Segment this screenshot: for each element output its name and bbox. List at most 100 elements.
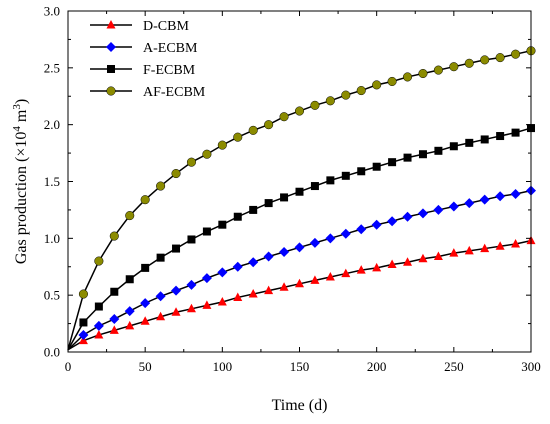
triangle-marker [248,289,258,298]
square-marker [249,205,258,214]
diamond-marker [186,279,197,290]
diamond-marker [155,291,166,302]
triangle-marker [202,300,212,309]
circle-marker [402,72,413,82]
triangle-marker [480,243,490,253]
y-tick-label: 1.0 [44,231,60,246]
y-axis-title-exponent-2: 3 [11,104,23,110]
x-tick-label: 0 [65,359,72,374]
legend-label: A-ECBM [143,41,198,56]
plot-area-frame [67,10,532,353]
circle-marker [140,195,150,205]
y-tick-label: 1.5 [44,174,60,189]
diamond-marker [433,204,444,215]
square-marker [418,150,427,159]
series-line [67,239,532,351]
y-tick-label: 2.0 [44,117,60,132]
diamond-marker [263,251,274,262]
circle-marker [202,149,212,159]
y-axis-title-exponent-1: 4 [11,126,23,132]
circle-marker [171,168,181,179]
square-marker [372,162,381,171]
square-marker [107,65,115,73]
circle-marker [372,80,382,90]
square-marker [187,235,196,244]
circle-marker [464,58,474,68]
circle-marker [341,90,351,100]
square-marker [233,212,242,221]
diamond-marker [417,208,428,219]
diamond-marker [371,219,382,230]
triangle-marker [310,275,320,284]
x-tick-label: 250 [444,359,464,374]
triangle-marker [140,316,150,325]
triangle-marker [156,311,166,321]
axis-ticks: 0 50 100 150 200 250 300 0.0 0.5 1.0 1.5 2.0 2.5 3.0 [44,4,541,375]
diamond-marker [387,216,398,227]
triangle-marker [279,282,289,291]
diamond-marker [402,211,413,222]
legend-item: F-ECBM [90,63,196,78]
diamond-marker [217,267,228,278]
diamond-marker [479,194,490,205]
legend-item: D-CBM [90,19,189,34]
series-line [67,50,532,350]
square-marker [141,263,150,272]
triangle-marker [372,262,382,272]
triangle-marker [264,285,274,295]
legend: D-CBM A-ECBM F-ECBM AF-ECBM [90,19,206,100]
triangle-marker [125,320,135,330]
square-marker [326,176,335,185]
x-tick-label: 200 [367,359,387,374]
circle-marker [279,112,289,122]
diamond-marker [510,189,521,200]
diamond-marker [109,314,120,325]
x-tick-label: 300 [521,359,541,374]
square-marker [465,138,474,147]
triangle-marker [403,257,413,266]
triangle-marker [495,241,505,250]
square-marker [388,158,397,167]
y-tick-label: 2.5 [44,60,60,75]
square-marker [511,128,520,137]
y-axis-title: Gas production (×104 m3) [11,99,30,264]
triangle-marker [464,245,474,255]
series-d-cbm [67,235,536,351]
circle-marker [109,231,119,241]
square-marker [480,135,489,144]
series-line [67,127,532,351]
triangle-marker [449,248,459,257]
diamond-marker [248,257,259,268]
square-marker [202,227,211,236]
circle-marker [294,106,305,116]
diamond-marker [309,237,320,248]
y-tick-label: 0.0 [44,345,60,360]
circle-marker [480,55,490,65]
circle-marker [217,140,227,150]
circle-marker [125,211,135,221]
triangle-marker [94,329,104,339]
diamond-marker [279,246,290,257]
circle-marker [94,256,104,266]
square-marker [264,199,273,208]
diamond-marker [325,233,336,244]
triangle-marker [341,268,351,278]
circle-marker [156,181,166,191]
circle-marker [511,49,521,59]
square-marker [125,275,134,284]
diamond-marker [495,191,506,202]
square-marker [403,153,412,162]
triangle-marker [106,20,116,29]
legend-label: F-ECBM [143,63,196,78]
circle-marker [186,157,197,167]
square-marker [79,318,88,327]
diamond-marker [340,228,351,239]
triangle-marker [295,278,304,288]
circle-marker [325,96,335,106]
triangle-marker [387,259,397,268]
diamond-marker [294,242,305,253]
circle-marker [248,125,258,135]
circle-marker [310,100,320,110]
square-marker [496,132,505,141]
diamond-marker [78,329,89,340]
